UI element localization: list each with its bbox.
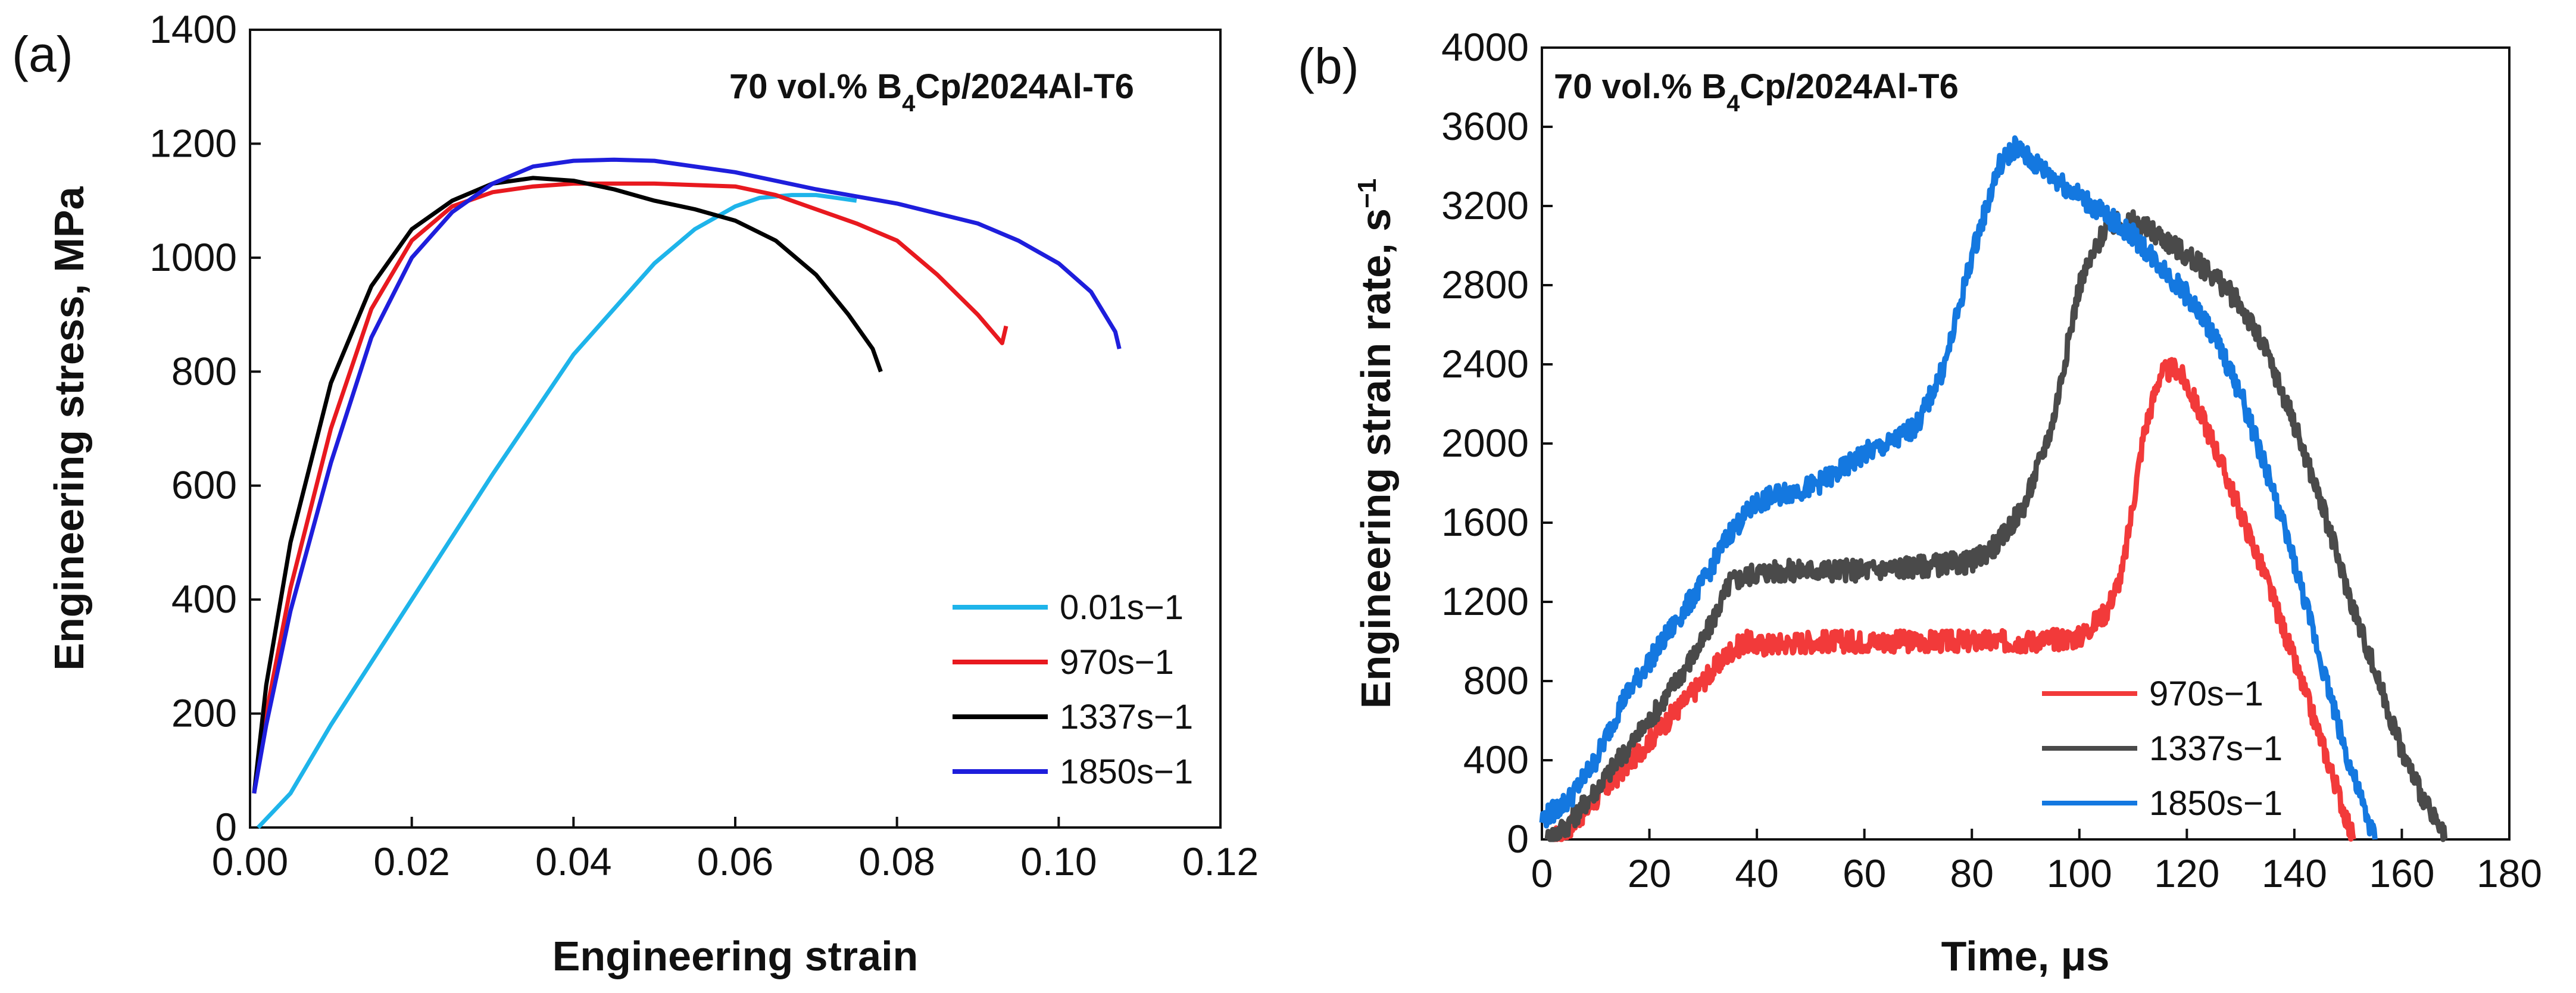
y-tick-label: 4000: [1441, 25, 1529, 69]
y-tick-label: 2800: [1441, 263, 1529, 307]
series-line-1337: [252, 176, 883, 794]
panel-a-label: (a): [12, 26, 73, 82]
x-tick-label: 20: [1628, 851, 1671, 895]
x-tick-label: 180: [2477, 851, 2542, 895]
panel-b-series: [1539, 135, 2448, 842]
series-line-1337: [1544, 209, 2448, 842]
panel-a-series: [252, 157, 1122, 829]
x-tick-label: 120: [2154, 851, 2219, 895]
panel-b-legend: 970s−1 1337s−1 1850s−1: [2042, 675, 2283, 823]
legend-label-0.01: 0.01s−1: [1060, 588, 1184, 627]
panel-a-x-axis-title: Engineering strain: [552, 933, 919, 979]
legend-label-1850: 1850s−1: [2149, 784, 2283, 823]
x-tick-label: 0.06: [697, 839, 773, 883]
x-tick-label: 0.08: [858, 839, 935, 883]
panel-b-y-axis-title: Engineering strain rate, s−1: [1353, 179, 1400, 708]
x-tick-label: 160: [2369, 851, 2434, 895]
x-tick-label: 100: [2047, 851, 2112, 895]
series-line-1850: [1539, 135, 2378, 840]
y-tick-label: 1200: [149, 121, 237, 165]
x-tick-label: 0.12: [1182, 839, 1259, 883]
x-tick-label: 60: [1843, 851, 1886, 895]
y-tick-label: 0: [1507, 817, 1529, 861]
x-tick-label: 0.02: [373, 839, 449, 883]
panel-a-annotation: 70 vol.% B4Cp/2024Al-T6: [729, 67, 1134, 117]
legend-label-970: 970s−1: [2149, 675, 2263, 713]
panel-a-y-axis-title: Engineering stress, MPa: [46, 186, 92, 670]
y-tick-label: 600: [171, 463, 237, 507]
x-tick-label: 0.04: [535, 839, 611, 883]
y-tick-label: 0: [215, 805, 237, 849]
panel-b: (b) 040080012001600200024002800320036004…: [1298, 25, 2542, 979]
y-tick-label: 1200: [1441, 579, 1529, 623]
panel-b-label: (b): [1298, 38, 1359, 94]
panel-a-y-axis: 0 200 400 600 800 1000 1200 1400: [149, 7, 261, 849]
series-line-1850: [252, 157, 1122, 794]
panel-a-x-axis: 0.00 0.02 0.04 0.06 0.08 0.10 0.12: [212, 817, 1259, 883]
x-tick-label: 0.10: [1020, 839, 1097, 883]
panel-b-y-axis: 0 400 800 1200 1600 2000 2400 2800 3200 3600 4000: [1441, 25, 1553, 861]
legend-label-970: 970s−1: [1060, 643, 1174, 682]
series-line-0.01: [257, 193, 857, 829]
y-tick-label: 800: [171, 349, 237, 393]
panel-b-plot-area: [1541, 46, 2511, 841]
panel-b-annotation: 70 vol.% B4Cp/2024Al-T6: [1554, 67, 1959, 117]
panel-b-x-axis: 0 20 40 60 80 100 120 140 160 180: [1531, 829, 2542, 895]
series-line-970: [252, 181, 1008, 794]
y-tick-label: 2400: [1441, 342, 1529, 386]
x-tick-label: 80: [1950, 851, 1994, 895]
y-tick-label: 1000: [149, 235, 237, 279]
y-tick-label: 400: [171, 577, 237, 621]
panel-a-legend: 0.01s−1 970s−1 1337s−1 1850s−1: [953, 588, 1193, 791]
panel-b-x-axis-title: Time, μs: [1941, 933, 2110, 979]
x-tick-label: 140: [2262, 851, 2327, 895]
y-tick-label: 400: [1463, 738, 1529, 782]
y-tick-label: 3200: [1441, 183, 1529, 227]
legend-label-1337: 1337s−1: [1060, 698, 1193, 736]
legend-label-1850: 1850s−1: [1060, 752, 1193, 791]
series-line-970: [1550, 357, 2356, 842]
y-tick-label: 1400: [149, 7, 237, 51]
y-tick-label: 200: [171, 691, 237, 735]
x-tick-label: 0.00: [212, 839, 288, 883]
legend-label-1337: 1337s−1: [2149, 729, 2283, 768]
y-tick-label: 1600: [1441, 500, 1529, 544]
x-tick-label: 0: [1531, 851, 1553, 895]
y-tick-label: 2000: [1441, 421, 1529, 465]
y-tick-label: 800: [1463, 658, 1529, 702]
x-tick-label: 40: [1735, 851, 1778, 895]
y-tick-label: 3600: [1441, 104, 1529, 148]
